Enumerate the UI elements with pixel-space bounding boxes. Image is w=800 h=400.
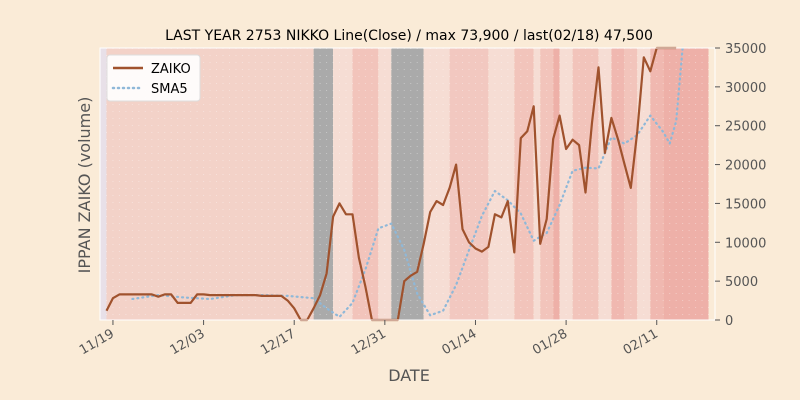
shaded-band-9 bbox=[488, 48, 515, 320]
y-tick-label: 35000 bbox=[725, 42, 766, 57]
shaded-band-21 bbox=[663, 48, 709, 320]
legend-label-sma5: SMA5 bbox=[151, 82, 188, 97]
shaded-band-19 bbox=[637, 48, 651, 320]
y-tick-label: 30000 bbox=[725, 81, 766, 96]
shaded-band-10 bbox=[514, 48, 534, 320]
shaded-band-12 bbox=[540, 48, 554, 320]
shaded-band-5 bbox=[378, 48, 392, 320]
y-axis-label: IPPAN ZAIKO (volume) bbox=[75, 97, 94, 274]
legend-label-zaiko: ZAIKO bbox=[151, 62, 191, 77]
shaded-band-4 bbox=[352, 48, 379, 320]
shaded-band-17 bbox=[611, 48, 625, 320]
shaded-band-8 bbox=[449, 48, 489, 320]
shaded-band-20 bbox=[650, 48, 664, 320]
legend-box bbox=[106, 54, 201, 102]
y-axis: 0 5000 10000 15000 20000 25000 30000 35000 bbox=[715, 42, 766, 329]
plot-frame bbox=[99, 47, 716, 321]
y-tick-label: 10000 bbox=[725, 236, 766, 251]
y-tick-label: 15000 bbox=[725, 197, 766, 212]
x-axis-label: DATE bbox=[388, 366, 430, 385]
series-line-sma5 bbox=[131, 46, 684, 318]
shaded-band-7 bbox=[423, 48, 450, 320]
y-tick-label: 5000 bbox=[725, 275, 758, 290]
shaded-band-2 bbox=[313, 48, 334, 320]
shaded-band-14 bbox=[559, 48, 573, 320]
shaded-bands bbox=[99, 48, 716, 320]
legend: ZAIKO SMA5 bbox=[106, 54, 201, 102]
shaded-band-6 bbox=[391, 48, 424, 320]
shaded-band-0 bbox=[100, 48, 107, 320]
shaded-band-13 bbox=[553, 48, 560, 320]
shaded-band-3 bbox=[333, 48, 353, 320]
y-tick-label: 25000 bbox=[725, 120, 766, 135]
y-tick-label: 0 bbox=[725, 314, 733, 329]
chart-title: LAST YEAR 2753 NIKKO Line(Close) / max 7… bbox=[165, 28, 653, 44]
y-tick-label: 20000 bbox=[725, 159, 766, 174]
